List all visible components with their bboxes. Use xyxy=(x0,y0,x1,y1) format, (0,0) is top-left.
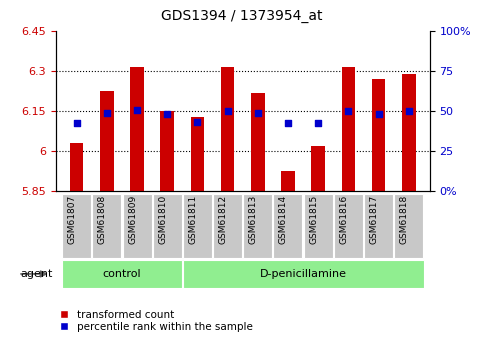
FancyBboxPatch shape xyxy=(304,194,333,258)
Point xyxy=(344,108,352,114)
Bar xyxy=(341,67,355,191)
Point xyxy=(314,120,322,126)
Text: GSM61815: GSM61815 xyxy=(309,195,318,244)
Bar xyxy=(312,146,325,191)
Point xyxy=(224,108,231,114)
Bar xyxy=(251,92,265,191)
Point xyxy=(254,110,262,115)
FancyBboxPatch shape xyxy=(123,194,152,258)
FancyBboxPatch shape xyxy=(394,194,423,258)
Bar xyxy=(70,144,84,191)
Point xyxy=(103,110,111,115)
Text: GSM61818: GSM61818 xyxy=(400,195,409,244)
Text: GSM61809: GSM61809 xyxy=(128,195,137,244)
Point xyxy=(133,107,141,113)
FancyBboxPatch shape xyxy=(243,194,272,258)
FancyBboxPatch shape xyxy=(334,194,363,258)
Point xyxy=(163,111,171,117)
Text: GSM61817: GSM61817 xyxy=(369,195,379,244)
Bar xyxy=(191,117,204,191)
FancyBboxPatch shape xyxy=(183,194,212,258)
Text: GSM61813: GSM61813 xyxy=(249,195,258,244)
FancyBboxPatch shape xyxy=(364,194,393,258)
Point xyxy=(73,120,81,126)
FancyBboxPatch shape xyxy=(183,260,424,287)
FancyBboxPatch shape xyxy=(153,194,182,258)
Bar xyxy=(160,111,174,191)
Point xyxy=(375,112,383,117)
FancyBboxPatch shape xyxy=(62,194,91,258)
Point xyxy=(405,108,412,114)
Point xyxy=(194,119,201,125)
FancyBboxPatch shape xyxy=(213,194,242,258)
FancyBboxPatch shape xyxy=(62,260,182,287)
Text: control: control xyxy=(103,269,141,279)
Text: GSM61814: GSM61814 xyxy=(279,195,288,244)
Bar xyxy=(402,74,415,191)
FancyBboxPatch shape xyxy=(273,194,302,258)
Bar xyxy=(221,67,234,191)
Legend: transformed count, percentile rank within the sample: transformed count, percentile rank withi… xyxy=(56,305,257,336)
Text: GSM61811: GSM61811 xyxy=(188,195,198,244)
Text: agent: agent xyxy=(21,269,53,279)
Bar xyxy=(130,67,144,191)
Bar xyxy=(281,171,295,191)
Text: GSM61810: GSM61810 xyxy=(158,195,167,244)
Text: GDS1394 / 1373954_at: GDS1394 / 1373954_at xyxy=(161,9,322,23)
Bar xyxy=(372,79,385,191)
Point xyxy=(284,120,292,126)
Text: GSM61808: GSM61808 xyxy=(98,195,107,244)
Text: GSM61812: GSM61812 xyxy=(219,195,227,244)
Text: D-penicillamine: D-penicillamine xyxy=(259,269,347,279)
Bar xyxy=(100,91,114,191)
FancyBboxPatch shape xyxy=(92,194,121,258)
Text: GSM61807: GSM61807 xyxy=(68,195,77,244)
Text: GSM61816: GSM61816 xyxy=(340,195,348,244)
